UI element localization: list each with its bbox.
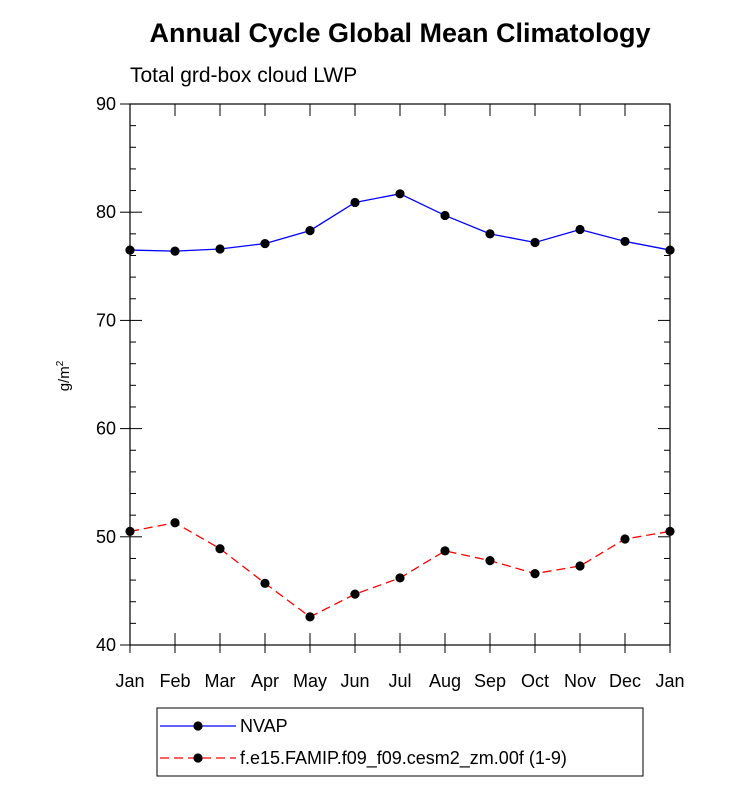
y-tick-label: 90 bbox=[96, 94, 116, 114]
legend-marker bbox=[193, 721, 203, 731]
y-axis-label-superscript: 2 bbox=[55, 360, 66, 366]
plot-border bbox=[129, 103, 671, 646]
chart-title: Annual Cycle Global Mean Climatology bbox=[149, 18, 650, 48]
data-point bbox=[575, 224, 585, 235]
data-point bbox=[620, 534, 630, 544]
legend-marker bbox=[193, 753, 203, 763]
data-point bbox=[350, 589, 360, 599]
y-tick-label: 50 bbox=[96, 527, 116, 547]
data-point bbox=[665, 245, 675, 255]
x-tick-label: Jul bbox=[388, 671, 411, 691]
chart-subtitle: Total grd-box cloud LWP bbox=[130, 64, 357, 87]
x-tick-label: Sep bbox=[474, 671, 506, 691]
y-axis-label-text: g/m bbox=[56, 366, 73, 391]
data-point bbox=[485, 556, 495, 566]
series-line bbox=[129, 193, 671, 252]
data-point bbox=[170, 246, 180, 256]
data-point bbox=[530, 237, 540, 248]
y-axis-label: g/m2 bbox=[55, 360, 73, 391]
x-tick-label: Oct bbox=[521, 671, 549, 691]
data-point bbox=[125, 245, 135, 255]
legend-label: NVAP bbox=[240, 716, 288, 736]
data-point bbox=[620, 236, 630, 247]
data-point bbox=[305, 612, 315, 622]
x-tick-label: Nov bbox=[564, 671, 596, 691]
data-point bbox=[395, 573, 405, 583]
data-point bbox=[575, 561, 585, 571]
series-2 bbox=[125, 518, 675, 622]
x-tick-label: May bbox=[293, 671, 327, 691]
data-point bbox=[215, 244, 225, 254]
legend-box bbox=[156, 707, 644, 777]
data-point bbox=[350, 197, 360, 208]
data-point bbox=[440, 546, 450, 556]
plot-frame bbox=[129, 103, 671, 646]
data-point bbox=[215, 544, 225, 554]
y-tick-label: 70 bbox=[96, 310, 116, 330]
x-tick-label: Apr bbox=[251, 671, 279, 691]
data-point bbox=[260, 578, 270, 588]
minor-ticks bbox=[130, 125, 670, 624]
y-tick-label: 40 bbox=[96, 635, 116, 655]
x-tick-label: Jun bbox=[340, 671, 369, 691]
x-tick-label: Feb bbox=[159, 671, 190, 691]
y-tick-label: 60 bbox=[96, 419, 116, 439]
data-point bbox=[305, 225, 315, 236]
x-axis: Jan Feb Mar Apr May Jun Jul Aug Sep Oct Nov Dec Jan bbox=[115, 104, 685, 691]
legend: NVAP f.e15.FAMIP.f09_f09.cesm2_zm.00f (1-… bbox=[156, 707, 644, 777]
x-tick-label: Mar bbox=[205, 671, 236, 691]
series-1 bbox=[125, 189, 675, 256]
series-line bbox=[129, 522, 671, 618]
legend-label: f.e15.FAMIP.f09_f09.cesm2_zm.00f (1-9) bbox=[240, 748, 567, 769]
data-point bbox=[530, 568, 540, 579]
data-point bbox=[665, 526, 675, 536]
x-tick-label: Jan bbox=[655, 671, 684, 691]
x-tick-label: Dec bbox=[609, 671, 641, 691]
data-point bbox=[125, 526, 135, 536]
x-tick-label: Jan bbox=[115, 671, 144, 691]
data-point bbox=[485, 229, 495, 239]
data-point bbox=[170, 518, 180, 528]
data-point bbox=[260, 238, 270, 249]
data-point bbox=[440, 210, 450, 221]
series-layer bbox=[125, 189, 675, 622]
x-tick-label: Aug bbox=[429, 671, 461, 691]
y-axis: 40 50 60 70 80 90 bbox=[96, 94, 670, 655]
y-tick-label: 80 bbox=[96, 202, 116, 222]
data-point bbox=[395, 189, 405, 199]
